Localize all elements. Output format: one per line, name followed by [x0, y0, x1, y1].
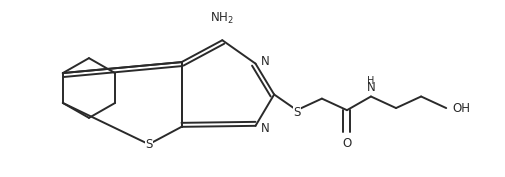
Text: S: S: [145, 138, 152, 151]
Text: N: N: [260, 55, 269, 68]
Text: H: H: [367, 76, 374, 85]
Text: NH$_2$: NH$_2$: [210, 11, 234, 26]
Text: OH: OH: [452, 102, 470, 115]
Text: O: O: [342, 137, 351, 150]
Text: N: N: [366, 81, 375, 93]
Text: S: S: [292, 106, 300, 119]
Text: N: N: [260, 122, 269, 135]
